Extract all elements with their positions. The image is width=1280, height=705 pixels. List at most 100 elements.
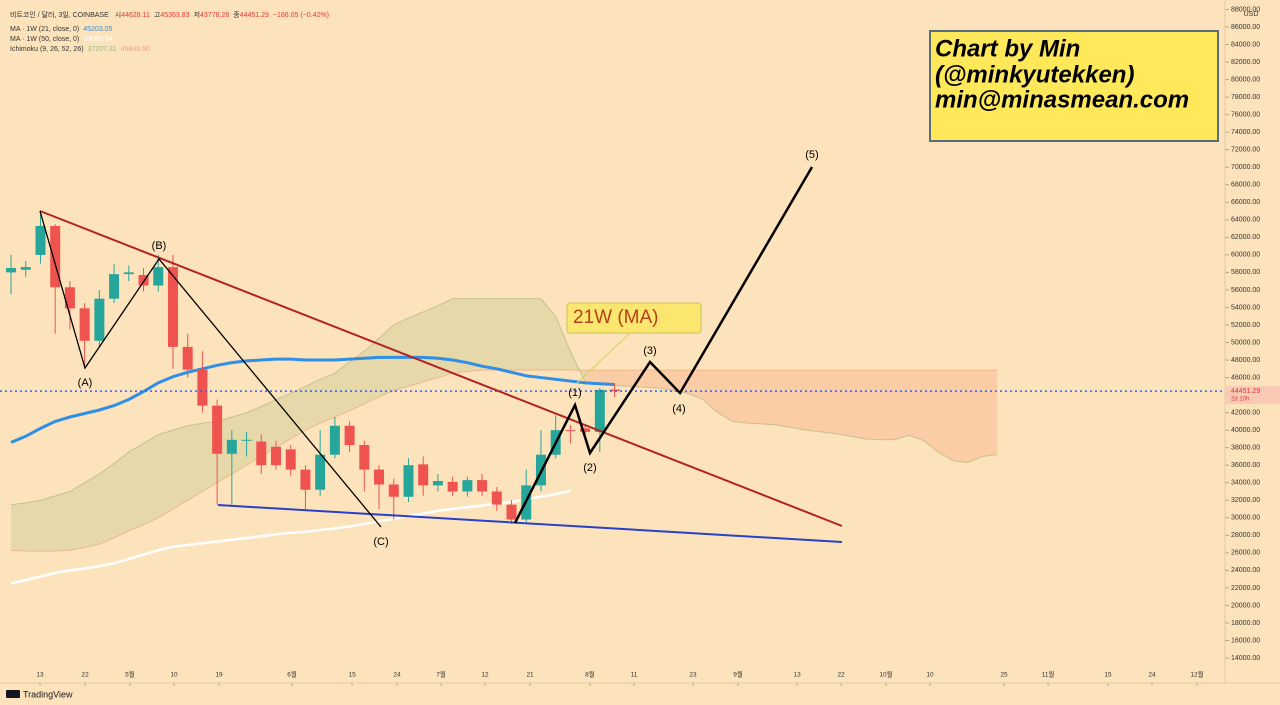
y-tick-label: 78000.00 (1231, 94, 1260, 101)
y-tick-label: 16000.00 (1231, 637, 1260, 644)
cloud-segment (467, 298, 483, 372)
x-tick-label: 25 (1000, 672, 1008, 679)
cloud-segment (379, 324, 394, 397)
y-tick-label: 82000.00 (1231, 59, 1260, 66)
cloud-segment (923, 370, 939, 453)
series-value: 46849.50 (121, 46, 150, 53)
candle-body (64, 287, 75, 309)
series-value: 33080.54 (83, 36, 112, 43)
y-tick-label: 22000.00 (1231, 585, 1260, 592)
wave-label: (2) (583, 462, 596, 474)
cloud-segment (629, 370, 645, 388)
y-tick-label: 34000.00 (1231, 480, 1260, 487)
cloud-segment (585, 370, 600, 384)
x-tick-label: 19 (215, 672, 223, 679)
cloud-segment (423, 305, 438, 382)
wave-label: (C) (373, 536, 388, 548)
brand: TradingView (23, 689, 73, 699)
cloud-segment (364, 338, 380, 404)
cloud-segment (437, 298, 453, 378)
candle-body (197, 369, 208, 406)
candle-body (35, 225, 46, 255)
y-tick-label: 18000.00 (1231, 620, 1260, 627)
y-tick-label: 74000.00 (1231, 129, 1260, 136)
cloud-segment (820, 370, 836, 434)
price-label-box (1226, 386, 1280, 405)
candle-body (477, 480, 488, 492)
y-tick-label: 26000.00 (1231, 550, 1260, 557)
cloud-segment (864, 370, 880, 440)
y-tick-label: 88000.00 (1231, 6, 1260, 13)
ma-line (10, 355, 615, 444)
cloud-segment (791, 370, 806, 431)
candle-body (329, 425, 340, 455)
candle-body (447, 481, 458, 492)
candle-body (285, 449, 296, 470)
cloud-segment (732, 370, 748, 424)
y-tick-label: 56000.00 (1231, 287, 1260, 294)
x-tick-label: 13 (36, 672, 44, 679)
ohlc-label: 시 (115, 11, 121, 19)
candle-body (418, 464, 429, 486)
series-name: MA · 1W (50, close, 0) (10, 36, 79, 43)
x-tick-label: 15 (1104, 672, 1112, 679)
cloud-segment (158, 430, 173, 518)
cloud-segment (717, 370, 733, 422)
cloud-segment (894, 370, 909, 440)
label-layer: 14000.00 16000.00 18000.00 20000.00 22000.00… (10, 6, 1280, 679)
note-box (929, 30, 1219, 142)
brand-logo (6, 690, 20, 698)
cloud-segment (231, 412, 247, 474)
change: −186.05 (−0.42%) (273, 12, 329, 19)
cloud-segment (761, 370, 777, 425)
x-tick-label: 13 (793, 672, 801, 679)
series-name: MA · 1W (21, close, 0) (10, 26, 79, 33)
cloud-segment (570, 351, 586, 382)
y-tick-label: 72000.00 (1231, 147, 1260, 154)
wave-label: (5) (805, 149, 818, 161)
cloud-segment (128, 443, 144, 531)
y-tick-label: 40000.00 (1231, 427, 1260, 434)
y-tick-label: 50000.00 (1231, 339, 1260, 346)
wave-label: (B) (152, 240, 167, 252)
x-tick-label: 22 (81, 672, 89, 679)
x-tick-label: 8월 (585, 670, 595, 679)
y-tick-label: 64000.00 (1231, 217, 1260, 224)
wave-label: (3) (643, 345, 656, 357)
callout-box (566, 302, 702, 334)
cloud-segment (540, 298, 556, 371)
cloud-segment (187, 423, 203, 501)
cloud-segment (496, 298, 512, 371)
cloud-segment (688, 370, 703, 400)
series-value: 37207.31 (88, 46, 117, 53)
x-tick-label: 10 (926, 672, 934, 679)
x-tick-label: 15 (348, 672, 356, 679)
x-tick-label: 10월 (879, 670, 892, 679)
y-tick-label: 80000.00 (1231, 76, 1260, 83)
y-tick-label: 38000.00 (1231, 445, 1260, 452)
candle-body (79, 308, 90, 341)
cloud-segment (25, 500, 41, 552)
y-tick-label: 46000.00 (1231, 374, 1260, 381)
cloud-segment (99, 463, 115, 545)
y-tick-label: 32000.00 (1231, 497, 1260, 504)
price-label: 44451.29 (1231, 388, 1260, 395)
x-tick-label: 24 (1148, 672, 1156, 679)
y-tick-label: 86000.00 (1231, 24, 1260, 31)
candle-body (256, 441, 267, 466)
cloud-segment (143, 434, 159, 525)
cloud-segment (69, 482, 85, 551)
x-tick-label: 11 (631, 672, 638, 679)
y-tick-label: 84000.00 (1231, 41, 1260, 48)
cloud-segment (276, 393, 291, 448)
y-tick-label: 68000.00 (1231, 182, 1260, 189)
y-tick-label: 48000.00 (1231, 357, 1260, 364)
cloud-segment (614, 370, 630, 387)
cloud-segment (908, 370, 924, 441)
y-tick-label: 58000.00 (1231, 269, 1260, 276)
candle-body (300, 469, 311, 490)
cloud-segment (172, 425, 188, 510)
y-tick-label: 30000.00 (1231, 515, 1260, 522)
cloud-segment (511, 298, 527, 371)
cloud-segment (776, 370, 792, 428)
